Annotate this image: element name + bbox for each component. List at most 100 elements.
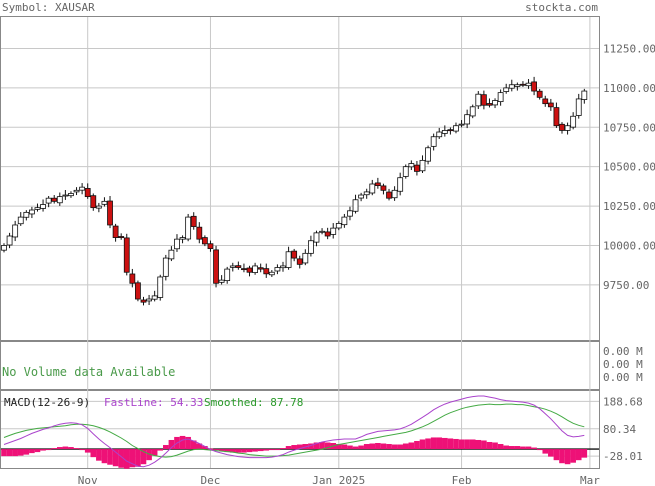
- candle: [241, 263, 247, 273]
- candle: [441, 125, 448, 137]
- macd-histogram-bar: [263, 449, 270, 451]
- candle: [402, 164, 409, 179]
- y-tick-label: 10000.00: [603, 239, 655, 252]
- candle: [168, 246, 175, 262]
- macd-histogram-bar: [369, 443, 376, 450]
- candle-body: [229, 265, 236, 268]
- candle: [341, 213, 348, 228]
- candle-body: [542, 98, 549, 105]
- candle: [436, 127, 443, 139]
- candle-body: [508, 84, 515, 89]
- macd-histogram-bar: [414, 440, 420, 450]
- candle-body: [570, 115, 577, 128]
- macd-plot: [1, 395, 599, 469]
- candle: [508, 79, 515, 92]
- candle: [218, 275, 225, 285]
- candle: [23, 210, 30, 221]
- candle: [525, 79, 532, 89]
- macd-histogram-bar: [146, 449, 152, 461]
- candle: [408, 160, 415, 170]
- candle-body: [95, 205, 102, 209]
- volume-panel-frame: [0, 341, 600, 390]
- macd-histogram-bar: [1, 449, 7, 457]
- candle-body: [307, 240, 314, 254]
- candle-body: [79, 186, 86, 191]
- candle-body: [56, 196, 63, 204]
- candle: [12, 220, 19, 242]
- candle-body: [213, 249, 219, 284]
- smoothed-line: [3, 403, 585, 458]
- candle-body: [503, 87, 510, 92]
- candle: [291, 248, 298, 262]
- candle-body: [453, 125, 459, 132]
- macd-histogram-bar: [548, 449, 554, 457]
- candle-body: [324, 231, 331, 237]
- smoothed-label: Smoothed: 87.78: [204, 396, 303, 409]
- macd-histogram-bar: [185, 436, 191, 450]
- candle: [564, 122, 571, 135]
- candle-body: [291, 250, 298, 259]
- macd-histogram-bar: [118, 449, 124, 468]
- x-tick-label: Dec: [201, 474, 221, 486]
- candle-body: [330, 227, 337, 235]
- candle: [536, 89, 543, 100]
- macd-histogram-bar: [62, 446, 69, 450]
- candle-body: [135, 282, 141, 300]
- candle: [45, 195, 52, 208]
- candle-body: [162, 257, 169, 277]
- macd-histogram-bar: [503, 445, 509, 450]
- candle: [224, 266, 231, 284]
- candle: [280, 261, 286, 272]
- candle-body: [374, 182, 381, 186]
- macd-histogram-bar: [391, 444, 398, 450]
- candle-body: [45, 197, 52, 204]
- macd-histogram-bar: [520, 446, 526, 450]
- macd-histogram-bar: [23, 449, 30, 455]
- candle-body: [68, 193, 74, 197]
- candle: [274, 264, 281, 275]
- candle-body: [464, 114, 471, 125]
- candle-body: [23, 211, 30, 218]
- candle-body: [480, 94, 487, 106]
- candle-body: [425, 147, 431, 162]
- candle: [1, 243, 7, 253]
- macd-histogram-bar: [269, 449, 275, 451]
- candle-body: [224, 268, 231, 281]
- macd-histogram-bar: [129, 449, 136, 468]
- macd-histogram-bar: [469, 439, 476, 450]
- macd-histogram-bar: [218, 449, 225, 452]
- candle-body: [84, 188, 91, 198]
- macd-histogram-bar: [57, 447, 63, 450]
- candle-body: [201, 237, 208, 245]
- fastline-label: FastLine: 54.33: [104, 396, 203, 409]
- price-panel-frame: [0, 16, 600, 341]
- candle: [229, 262, 236, 272]
- candle: [252, 262, 259, 275]
- candle: [129, 268, 136, 288]
- macd-histogram-bar: [224, 449, 230, 453]
- macd-histogram-bar: [45, 449, 52, 451]
- macd-histogram-bar: [296, 444, 303, 450]
- candle-body: [492, 100, 498, 106]
- candle-body: [319, 230, 325, 233]
- price-axis-labels: 11250.00 11000.00 10750.00 10500.00 10250.00…: [603, 43, 655, 292]
- macd-histogram-bar: [6, 449, 13, 457]
- candle: [369, 179, 376, 196]
- candle-body: [12, 224, 19, 238]
- candle: [575, 93, 582, 119]
- candle: [90, 193, 97, 211]
- candle-body: [313, 232, 320, 243]
- candle-body: [386, 191, 392, 199]
- candle: [363, 188, 370, 199]
- macd-histogram-bar: [229, 449, 236, 453]
- macd-histogram-bar: [202, 446, 208, 450]
- macd-histogram-bar: [319, 441, 325, 450]
- candle-body: [296, 258, 303, 265]
- candle: [51, 195, 58, 204]
- volume-tick-label: 0.00 M: [603, 371, 643, 384]
- candle-body: [581, 90, 588, 100]
- macd-histogram-bar: [570, 449, 576, 463]
- candle-body: [402, 166, 409, 177]
- candle: [56, 192, 63, 206]
- macd-histogram-bar: [341, 444, 348, 450]
